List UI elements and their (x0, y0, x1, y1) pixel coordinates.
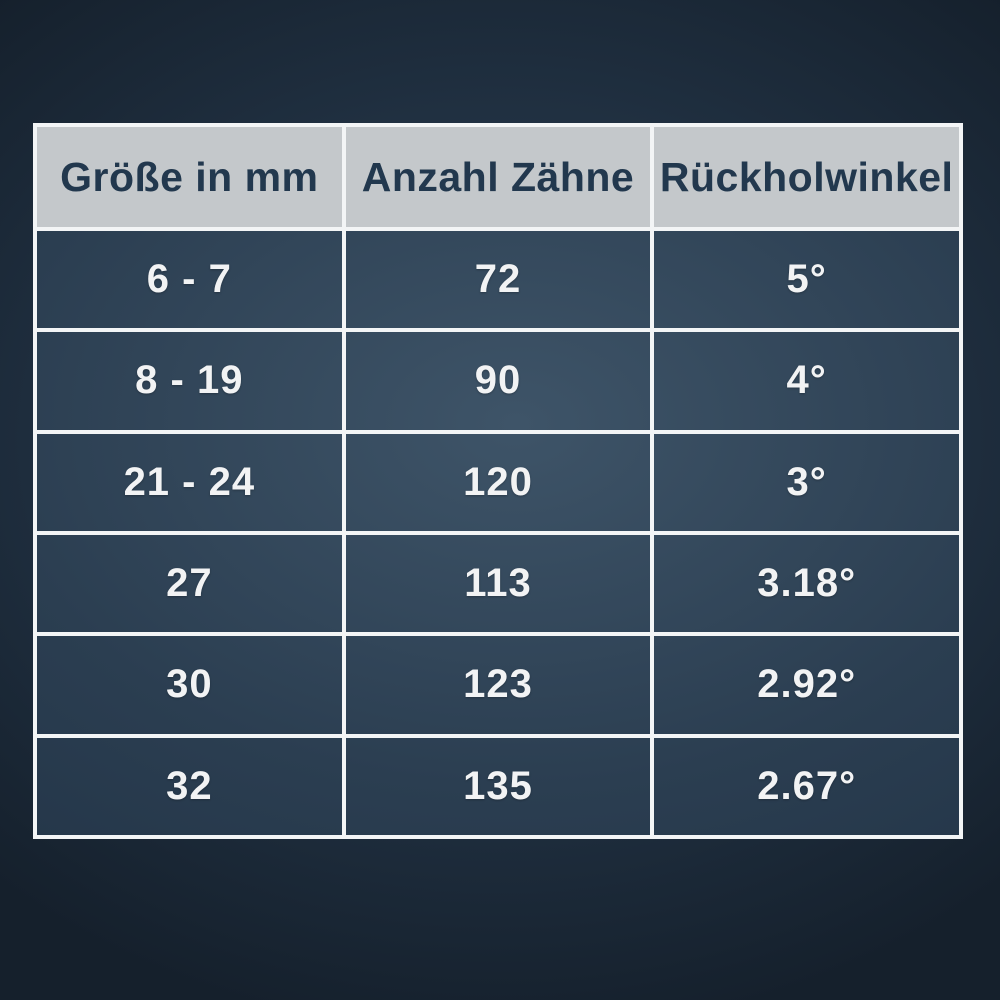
cell-return-angle: 2.92° (650, 632, 963, 738)
spec-table: Größe in mm Anzahl Zähne Rückholwinkel 6… (33, 123, 963, 840)
cell-teeth: 113 (341, 530, 655, 637)
cell-teeth: 135 (341, 733, 655, 840)
spec-table-body: 6 - 7 72 5° 8 - 19 90 4° 21 - 24 120 3° … (33, 226, 963, 840)
table-row: 6 - 7 72 5° (33, 226, 963, 333)
cell-return-angle: 3.18° (650, 530, 963, 637)
cell-teeth: 120 (341, 429, 655, 535)
header-cell-teeth: Anzahl Zähne (341, 123, 655, 231)
header-cell-size: Größe in mm (33, 123, 346, 231)
table-row: 21 - 24 120 3° (33, 429, 963, 535)
cell-size: 27 (33, 530, 346, 637)
spec-table-header: Größe in mm Anzahl Zähne Rückholwinkel (33, 123, 963, 231)
table-row: 8 - 19 90 4° (33, 328, 963, 434)
cell-return-angle: 3° (650, 429, 963, 535)
cell-teeth: 123 (341, 632, 655, 738)
cell-size: 32 (33, 733, 346, 840)
cell-teeth: 90 (341, 328, 655, 434)
table-row: 32 135 2.67° (33, 733, 963, 840)
header-row: Größe in mm Anzahl Zähne Rückholwinkel (33, 123, 963, 231)
header-cell-return-angle: Rückholwinkel (650, 123, 963, 231)
cell-return-angle: 5° (650, 226, 963, 333)
cell-return-angle: 2.67° (650, 733, 963, 840)
cell-size: 6 - 7 (33, 226, 346, 333)
cell-return-angle: 4° (650, 328, 963, 434)
cell-teeth: 72 (341, 226, 655, 333)
cell-size: 8 - 19 (33, 328, 346, 434)
cell-size: 30 (33, 632, 346, 738)
table-row: 30 123 2.92° (33, 632, 963, 738)
cell-size: 21 - 24 (33, 429, 346, 535)
table-row: 27 113 3.18° (33, 530, 963, 637)
